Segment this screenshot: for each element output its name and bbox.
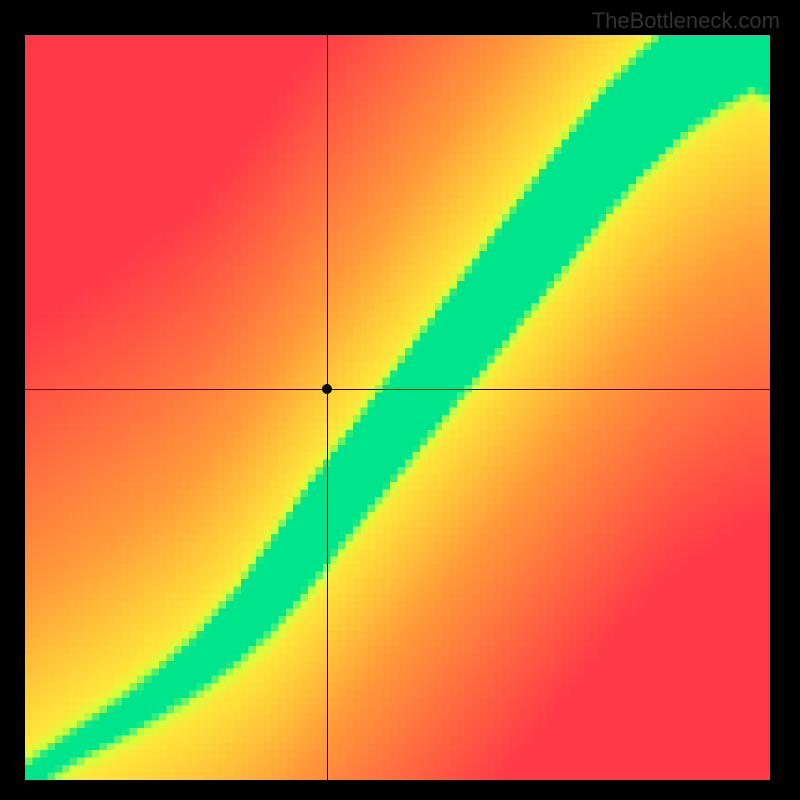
crosshair-vertical [327, 35, 328, 780]
watermark-text: TheBottleneck.com [592, 8, 780, 34]
heatmap-canvas [25, 35, 770, 780]
crosshair-marker [322, 384, 332, 394]
heatmap-plot [25, 35, 770, 780]
crosshair-horizontal [25, 389, 770, 390]
